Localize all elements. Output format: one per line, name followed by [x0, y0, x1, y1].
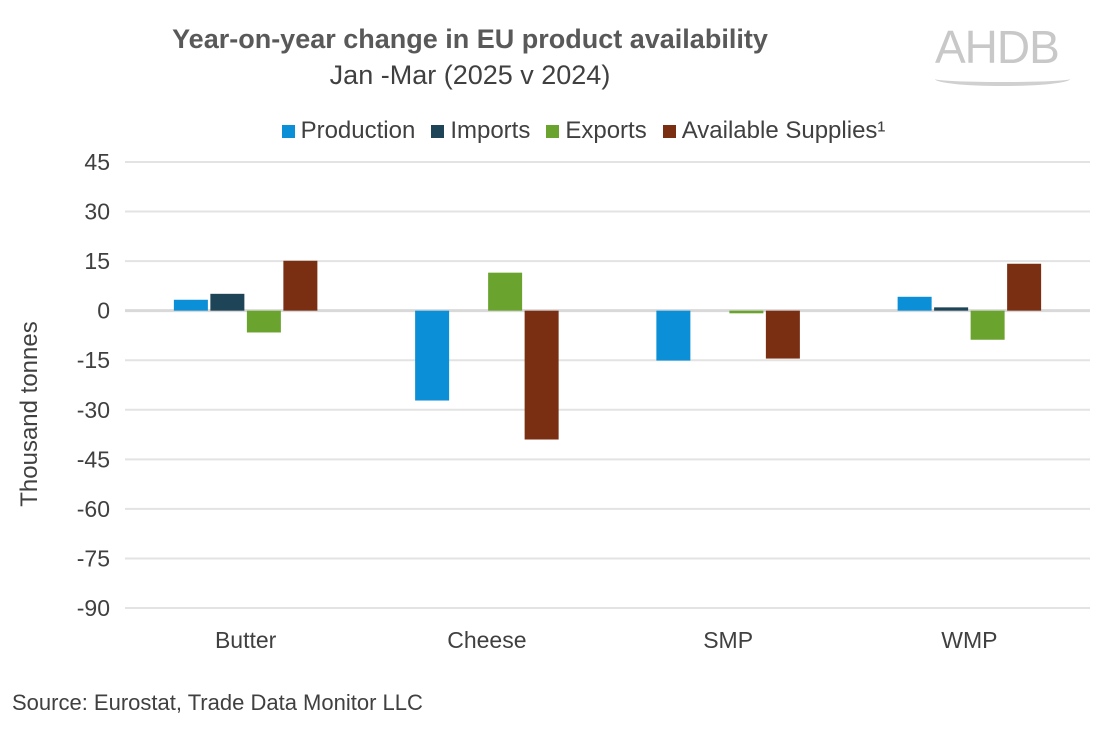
legend-swatch: [662, 124, 676, 138]
bar-available-supplies--wmp: [1007, 263, 1042, 311]
bar-production-smp: [656, 310, 691, 361]
legend-label: Production: [300, 117, 416, 144]
bar-exports-butter: [246, 310, 281, 333]
ahdb-logo: AHDB: [935, 21, 1060, 73]
legend-swatch: [546, 124, 560, 138]
y-tick-label: -75: [77, 545, 110, 571]
bar-imports-wmp: [934, 307, 969, 311]
legend-label: Imports: [450, 117, 531, 144]
chart-subtitle: Jan -Mar (2025 v 2024): [329, 60, 611, 90]
x-tick-label: Cheese: [447, 627, 526, 653]
bar-exports-wmp: [970, 310, 1005, 340]
x-tick-label: SMP: [703, 627, 753, 653]
y-tick-label: 45: [84, 149, 110, 175]
bar-available-supplies--smp: [765, 310, 800, 359]
logo-swoosh: [935, 72, 1070, 86]
legend-item: Available Supplies¹: [662, 117, 886, 145]
bar-production-butter: [173, 299, 208, 311]
x-tick-label: Butter: [215, 627, 277, 653]
bar-production-cheese: [415, 310, 450, 401]
x-tick-label: WMP: [941, 627, 997, 653]
chart-title: Year-on-year change in EU product availa…: [172, 24, 768, 54]
y-tick-label: -30: [77, 397, 110, 423]
legend-label: Available Supplies¹: [681, 117, 886, 144]
legend-swatch: [281, 124, 295, 138]
legend-item: Exports: [546, 117, 647, 145]
legend-label: Exports: [565, 117, 647, 144]
legend-swatch: [431, 124, 445, 138]
bar-production-wmp: [897, 296, 932, 311]
y-tick-label: -90: [77, 595, 110, 621]
y-tick-label: 30: [84, 199, 110, 225]
bar-available-supplies--butter: [283, 260, 318, 311]
bar-exports-cheese: [488, 272, 523, 311]
y-tick-label: 15: [84, 248, 110, 274]
y-tick-label: -45: [77, 446, 110, 472]
legend-item: Production: [281, 117, 416, 145]
bar-imports-butter: [210, 293, 245, 311]
legend-item: Imports: [431, 117, 530, 145]
y-tick-label: 0: [97, 298, 110, 324]
y-tick-label: -15: [77, 347, 110, 373]
source-note: Source: Eurostat, Trade Data Monitor LLC: [12, 690, 423, 715]
legend: Production Imports Exports Available Suppli…: [0, 117, 1107, 145]
bar-available-supplies--cheese: [524, 310, 559, 440]
bar-exports-smp: [729, 310, 764, 314]
y-tick-label: -60: [77, 496, 110, 522]
